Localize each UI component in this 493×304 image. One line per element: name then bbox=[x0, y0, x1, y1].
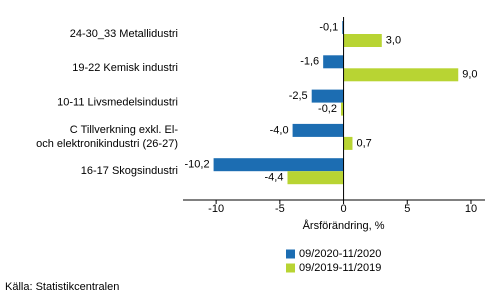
bar bbox=[342, 21, 344, 34]
bar bbox=[343, 68, 459, 82]
y-tick-label: 10-11 Livsmedelsindustri bbox=[57, 97, 178, 109]
x-tick-label: -5 bbox=[275, 203, 285, 215]
legend-label: 09/2019-11/2019 bbox=[299, 262, 381, 274]
value-label: 0,7 bbox=[356, 137, 371, 149]
value-label: -4,0 bbox=[270, 124, 289, 136]
legend-swatch bbox=[286, 249, 295, 259]
y-tick-label: 19-22 Kemisk industri bbox=[72, 62, 178, 74]
y-tick-label: C Tillverkning exkl. El-och elektronikin… bbox=[36, 124, 178, 150]
x-tick-label: 0 bbox=[340, 203, 346, 215]
y-tick-label: 24-30_33 Metallidustri bbox=[70, 28, 178, 40]
source: Källa: Statistikcentralen bbox=[5, 281, 119, 293]
x-axis-label: Årsförändring, % bbox=[303, 219, 385, 232]
value-label: -4,4 bbox=[265, 172, 284, 184]
value-label: -0,2 bbox=[318, 103, 337, 115]
bar bbox=[323, 55, 344, 69]
bar bbox=[287, 171, 344, 185]
bar bbox=[213, 158, 344, 172]
bar bbox=[311, 89, 344, 103]
bar bbox=[343, 34, 382, 47]
bar bbox=[343, 136, 353, 150]
value-label: -0,1 bbox=[319, 21, 338, 33]
value-label: -1,6 bbox=[300, 56, 319, 68]
x-tick-label: 5 bbox=[404, 203, 410, 215]
bar bbox=[341, 102, 344, 116]
x-tick-label: -10 bbox=[208, 203, 224, 215]
bar bbox=[292, 123, 344, 137]
value-label: 3,0 bbox=[386, 34, 401, 46]
value-label: -2,5 bbox=[289, 90, 308, 102]
value-label: -10,2 bbox=[185, 159, 210, 171]
legend-label: 09/2020-11/2020 bbox=[299, 248, 381, 260]
y-tick-label: 16-17 Skogsindustri bbox=[81, 165, 178, 177]
value-label: 9,0 bbox=[462, 69, 477, 81]
legend-swatch bbox=[286, 263, 295, 273]
x-tick-label: 10 bbox=[465, 203, 477, 215]
